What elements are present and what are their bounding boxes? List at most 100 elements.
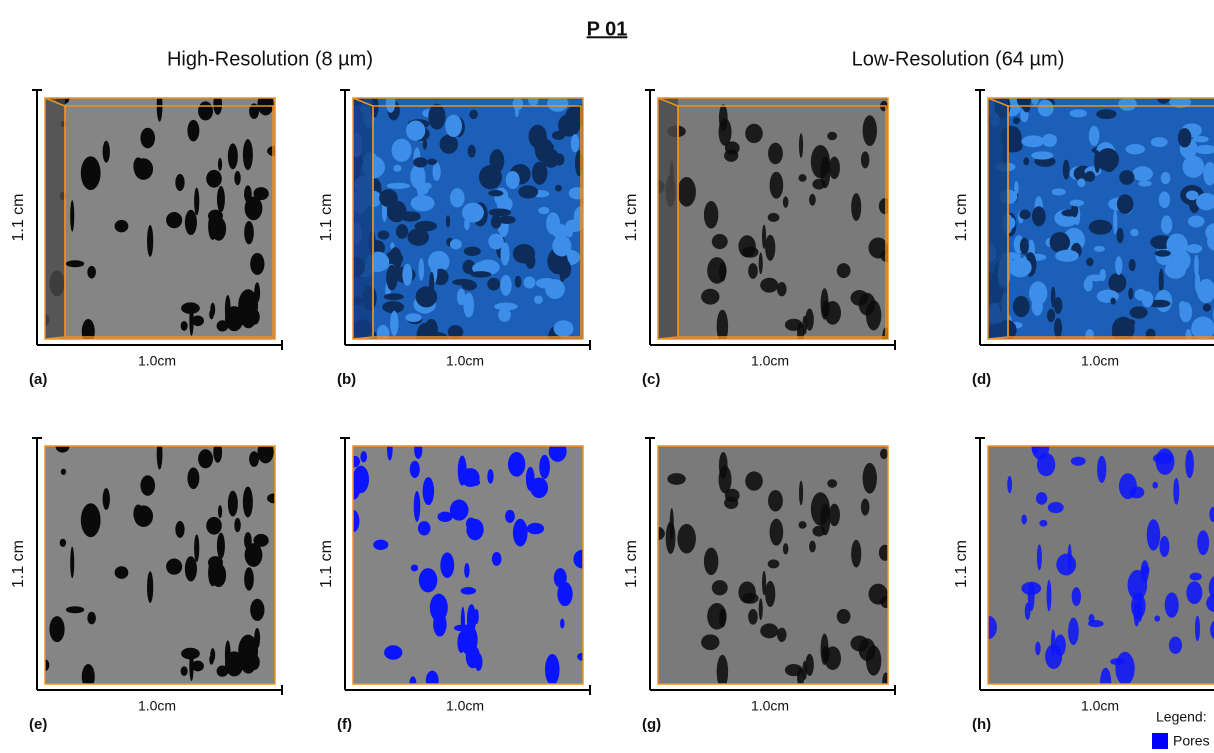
pore: [577, 652, 583, 661]
pore: [488, 208, 511, 217]
panel-label: (g): [642, 716, 661, 733]
panel-image: [988, 98, 1214, 339]
pore: [457, 455, 467, 486]
pore: [413, 490, 421, 522]
pore: [80, 156, 101, 191]
pore: [390, 310, 399, 337]
pore: [851, 539, 862, 568]
pore: [488, 233, 504, 250]
pore: [1053, 297, 1063, 314]
pore: [1164, 260, 1187, 279]
pore: [376, 324, 390, 339]
pore: [1191, 316, 1214, 339]
pore: [70, 546, 75, 579]
pore: [405, 120, 426, 141]
pore: [409, 676, 417, 684]
pore: [1071, 587, 1082, 606]
pore: [463, 246, 481, 256]
pore: [257, 446, 274, 464]
pore: [249, 103, 259, 120]
pore: [1051, 188, 1066, 196]
pore: [413, 157, 428, 168]
pore: [494, 302, 518, 311]
pore: [810, 492, 830, 526]
pore: [719, 608, 727, 628]
pore: [393, 164, 402, 172]
frame-edge: [987, 97, 1009, 340]
pore: [879, 448, 888, 460]
pore: [724, 141, 740, 155]
pore: [213, 446, 223, 463]
pore: [1116, 194, 1134, 214]
pore: [439, 134, 458, 154]
pore: [862, 462, 877, 494]
pore: [1186, 154, 1192, 171]
legend-item: Pores: [1173, 733, 1210, 749]
pore: [1178, 301, 1187, 312]
pore: [425, 670, 439, 684]
pore: [1186, 243, 1203, 254]
pore: [1036, 544, 1042, 571]
pore: [765, 580, 776, 607]
pore: [1208, 575, 1214, 600]
pore: [447, 325, 464, 339]
pore: [1134, 289, 1148, 301]
pore: [1096, 109, 1117, 120]
x-axis-label: 1.0cm: [446, 698, 484, 714]
pore: [217, 157, 223, 171]
pore: [500, 242, 510, 266]
panel-image: [988, 446, 1214, 684]
pore: [1055, 249, 1079, 262]
legend-swatch: [1152, 733, 1168, 749]
frame: [657, 445, 889, 685]
pore: [1164, 592, 1179, 618]
panel-label: (c): [642, 371, 660, 388]
pore: [65, 260, 85, 268]
pore: [70, 200, 75, 232]
pore: [677, 523, 696, 554]
pore: [782, 543, 789, 555]
pore: [80, 503, 101, 538]
pore: [49, 616, 65, 643]
pore: [114, 219, 129, 233]
pore: [703, 547, 719, 576]
panel-image: [353, 98, 583, 339]
pore: [828, 503, 840, 527]
pore: [658, 526, 665, 541]
pore: [1008, 257, 1032, 278]
panel-image: [658, 446, 888, 684]
pore: [353, 509, 360, 533]
panel-label: (a): [29, 371, 47, 388]
pore: [742, 246, 759, 258]
pore: [474, 608, 479, 625]
pore: [1021, 514, 1027, 525]
pore: [776, 627, 787, 642]
pore: [1068, 617, 1079, 646]
pore: [244, 196, 263, 221]
pore: [156, 446, 163, 470]
panel: 1.1 cm 1.0cm (f): [318, 437, 591, 733]
pore: [1127, 569, 1148, 601]
pore: [87, 611, 96, 625]
pore: [461, 202, 484, 223]
pore: [1118, 473, 1137, 500]
pore: [1031, 206, 1046, 227]
pore: [373, 539, 389, 550]
pore: [1116, 227, 1124, 244]
pore: [209, 309, 214, 320]
pore: [568, 187, 583, 200]
pore: [748, 263, 758, 279]
pore: [828, 156, 840, 180]
pore: [449, 188, 465, 208]
pore: [1148, 299, 1171, 308]
pore: [184, 556, 197, 582]
pore: [227, 490, 238, 517]
pore: [133, 157, 144, 176]
pore: [1158, 268, 1164, 295]
pore: [548, 446, 567, 462]
side-face: [988, 98, 1008, 339]
pore: [1061, 209, 1078, 217]
pore: [812, 525, 826, 537]
pore: [414, 446, 423, 459]
pore: [211, 563, 227, 588]
